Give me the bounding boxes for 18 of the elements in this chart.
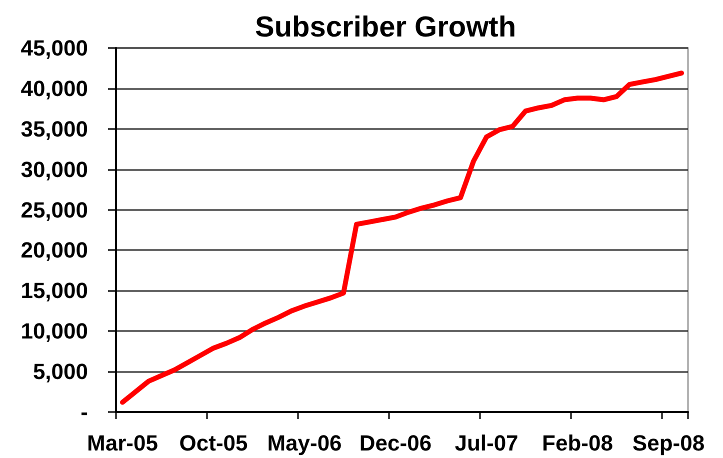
y-tick-label: 10,000 [20,318,88,344]
x-tick-label: Mar-05 [87,430,158,456]
y-tick-label: 25,000 [20,197,88,222]
x-tick-label: Dec-06 [359,430,432,456]
chart-title: Subscriber Growth [255,12,516,44]
x-tick-label: Oct-05 [179,430,248,456]
y-tick-label: 15,000 [20,278,88,304]
y-tick-label: 45,000 [20,36,88,60]
y-tick-label: - [80,400,88,424]
x-tick-label: Feb-08 [542,430,613,456]
y-tick-label: 5,000 [32,359,88,384]
x-tick-label: Jul-07 [454,430,518,456]
x-tick-label: Sep-08 [632,430,705,456]
x-tick-label: May-06 [267,430,342,456]
y-tick-label: 30,000 [20,156,88,182]
y-tick-label: 40,000 [20,76,88,101]
y-tick-label: 35,000 [20,116,88,142]
y-tick-label: 20,000 [20,238,88,263]
